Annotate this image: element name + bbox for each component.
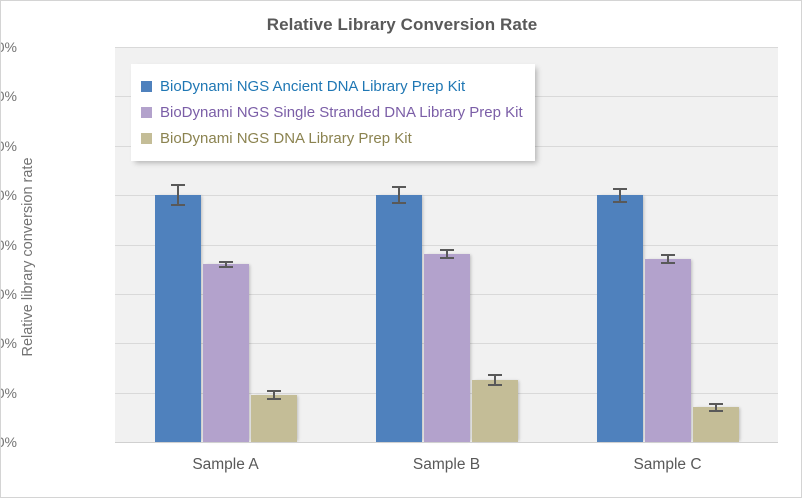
- error-bar: [487, 374, 502, 387]
- y-axis-title: Relative library conversion rate: [20, 157, 36, 357]
- legend-item-label: BioDynami NGS Ancient DNA Library Prep K…: [160, 77, 466, 95]
- legend-swatch-icon: [141, 132, 152, 144]
- y-axis-tick-label: 160%: [1, 39, 17, 55]
- y-axis-tick-label: 20%: [1, 384, 17, 401]
- error-bar-stem: [714, 402, 717, 413]
- chart-legend: BioDynami NGS Ancient DNA Library Prep K…: [131, 64, 535, 161]
- error-bar-cap-bottom: [170, 204, 185, 207]
- error-bar-stem: [666, 254, 669, 265]
- error-bar-cap-bottom: [487, 384, 502, 387]
- y-axis-tick-label: 140%: [1, 88, 17, 105]
- error-bar-cap-bottom: [266, 398, 281, 401]
- y-axis-tick-label: 60%: [1, 285, 17, 302]
- bar: [423, 254, 470, 442]
- bar: [375, 195, 422, 442]
- error-bar-cap-bottom: [439, 257, 454, 260]
- error-bar-stem: [224, 260, 227, 268]
- bar: [250, 395, 297, 442]
- bar: [692, 407, 739, 442]
- error-bar-stem: [397, 186, 400, 204]
- error-bar: [439, 249, 454, 260]
- y-axis-tick-label: 120%: [1, 137, 17, 154]
- error-bar-stem: [493, 374, 496, 387]
- error-bar: [391, 186, 406, 204]
- chart-title: Relative Library Conversion Rate: [266, 15, 538, 34]
- error-bar: [170, 184, 185, 207]
- legend-item: BioDynami NGS DNA Library Prep Kit: [141, 125, 523, 151]
- x-axis-line: [115, 442, 778, 443]
- error-bar-stem: [272, 390, 275, 401]
- y-axis-tick-label: 100%: [1, 187, 17, 204]
- bar: [644, 259, 691, 442]
- bar: [471, 380, 518, 442]
- error-bar: [660, 254, 675, 265]
- y-axis-tick-label: 80%: [1, 236, 17, 253]
- error-bar-stem: [618, 187, 621, 203]
- x-axis-category-label: Sample A: [192, 456, 259, 473]
- error-bar: [266, 390, 281, 401]
- gridline: [115, 195, 778, 197]
- legend-swatch-icon: [141, 106, 152, 118]
- legend-item: BioDynami NGS Single Stranded DNA Librar…: [141, 99, 523, 125]
- error-bar-stem: [445, 249, 448, 260]
- gridline: [115, 47, 778, 48]
- error-bar-cap-bottom: [218, 265, 233, 268]
- error-bar: [708, 402, 723, 413]
- x-axis-category-label: Sample C: [633, 456, 702, 473]
- error-bar-cap-bottom: [391, 201, 406, 204]
- legend-item-label: BioDynami NGS DNA Library Prep Kit: [160, 129, 412, 147]
- y-axis-tick-label: 0%: [1, 434, 17, 450]
- error-bar-cap-bottom: [708, 410, 723, 413]
- y-axis-tick-label: 40%: [1, 335, 17, 352]
- error-bar: [218, 260, 233, 268]
- bar: [154, 195, 201, 442]
- legend-item-label: BioDynami NGS Single Stranded DNA Librar…: [160, 103, 523, 121]
- bar: [596, 195, 643, 442]
- x-axis-category-label: Sample B: [412, 456, 481, 473]
- error-bar-stem: [176, 184, 179, 207]
- legend-swatch-icon: [141, 80, 152, 92]
- gridline: [115, 244, 778, 246]
- error-bar-cap-bottom: [660, 262, 675, 265]
- bar: [202, 264, 249, 442]
- error-bar: [612, 187, 627, 203]
- legend-item: BioDynami NGS Ancient DNA Library Prep K…: [141, 73, 523, 99]
- error-bar-cap-bottom: [612, 200, 627, 203]
